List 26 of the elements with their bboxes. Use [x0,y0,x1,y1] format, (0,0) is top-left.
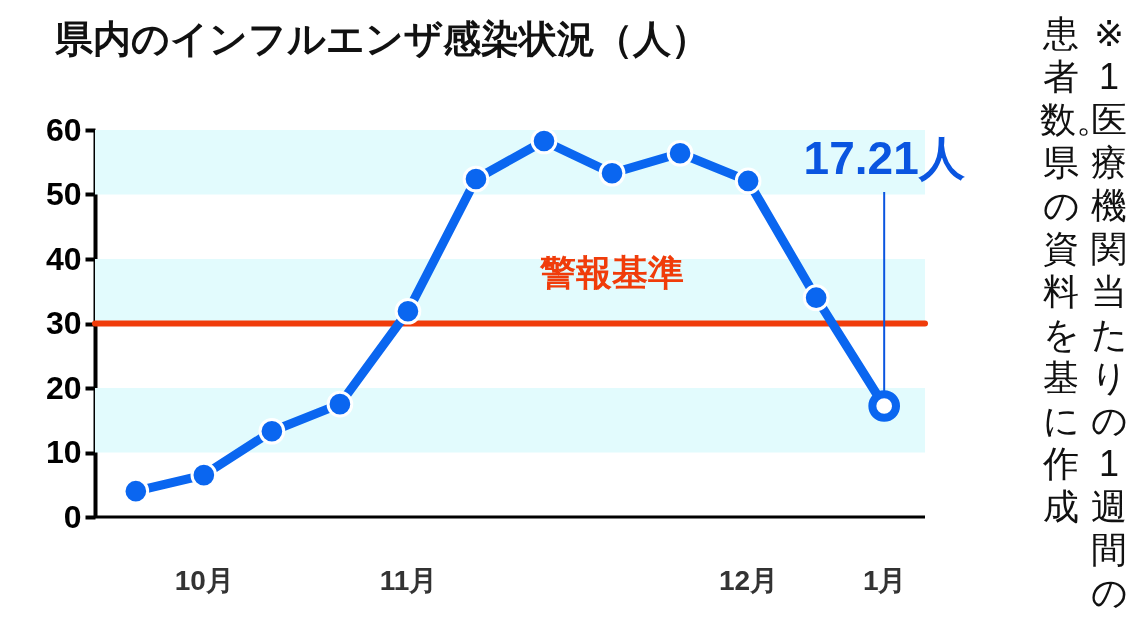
x-tick-label: 11月 [379,564,438,596]
ref-line-label: 警報基準 [539,251,685,293]
y-tick-label: 10 [45,434,82,470]
point [598,159,626,187]
point [394,297,422,325]
point [530,127,558,155]
annotation: 17.21人 [803,132,965,184]
y-tick-label: 30 [45,305,82,341]
y-tick-label: 50 [45,176,82,212]
point [462,165,490,193]
x-tick-label: 10月 [174,564,234,596]
x-tick-label: 1月 [862,564,907,596]
y-tick-label: 20 [45,369,82,406]
point [802,284,830,312]
point [122,477,150,505]
text: ※1医療機関当たりの1週間の患者数。県の資料を基に作成 [1040,13,1128,613]
y-tick-label: 40 [45,240,82,277]
point [190,461,218,489]
point [258,417,286,445]
x-tick-label: 12月 [719,564,779,596]
chart-title: 県内のインフルエンザ感染状況（人） [55,17,709,62]
y-tick-label: 60 [45,111,82,148]
y-tick-label: 0 [63,498,82,535]
point [666,139,694,167]
point [326,390,354,418]
point [734,167,762,195]
